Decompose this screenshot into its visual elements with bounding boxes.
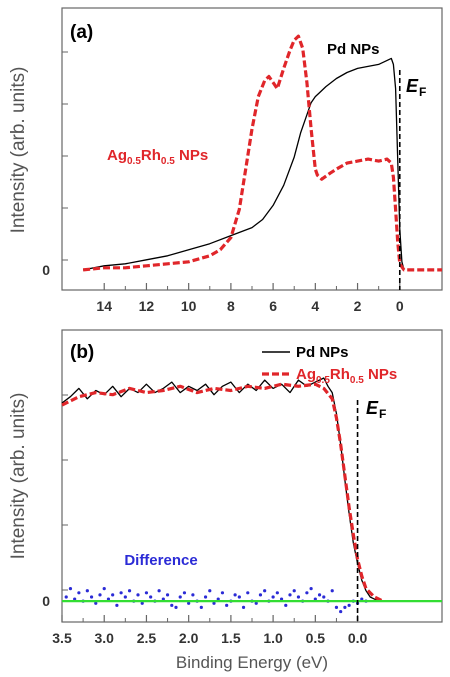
series-line-agrh — [82, 34, 442, 272]
x-tick-label: 3.0 — [94, 630, 114, 646]
difference-point — [343, 605, 347, 610]
series-label-pd: Pd NPs — [327, 41, 380, 58]
difference-point — [182, 591, 187, 595]
difference-point — [288, 593, 292, 597]
y-tick-label: 0 — [42, 593, 50, 609]
x-tick-label: 0.0 — [348, 630, 368, 646]
series-line-agrh — [61, 382, 384, 603]
fermi-level-label: EF — [366, 398, 386, 421]
panel-label: (b) — [70, 342, 94, 363]
difference-point — [237, 595, 241, 599]
x-tick-label: 12 — [139, 298, 155, 314]
difference-point — [339, 609, 343, 614]
difference-point — [330, 589, 334, 593]
legend-label-agrh: Ag0.5Rh0.5 NPs — [296, 366, 397, 386]
panel-a: 14 12 10 8 6 4 2 0 0 Intensity (arb. units) (a) EF P… — [8, 7, 443, 314]
difference-point — [216, 597, 220, 601]
difference-point — [174, 605, 178, 610]
difference-point — [309, 587, 313, 591]
x-tick-label: 3.5 — [52, 630, 72, 646]
x-tick-label: 6 — [269, 298, 277, 314]
legend-label-pd: Pd NPs — [296, 344, 349, 361]
difference-point — [144, 591, 149, 595]
difference-point — [246, 591, 250, 595]
difference-point — [98, 593, 102, 597]
y-axis-title: Intensity (arb. units) — [8, 393, 29, 560]
difference-point — [275, 591, 279, 595]
difference-point — [106, 597, 111, 601]
difference-point — [157, 589, 161, 593]
difference-point — [77, 591, 81, 595]
difference-point — [102, 587, 106, 591]
difference-point — [271, 595, 275, 599]
x-tick-label: 2 — [354, 298, 362, 314]
x-tick-label: 1.5 — [221, 630, 241, 646]
difference-point — [305, 591, 309, 595]
difference-point — [140, 601, 144, 605]
difference-point — [347, 603, 351, 607]
difference-point — [119, 591, 123, 595]
difference-point — [322, 595, 326, 599]
x-tick-label: 0 — [396, 298, 404, 314]
series-line-pd — [82, 57, 405, 271]
y-axis-title: Intensity (arb. units) — [8, 67, 29, 234]
difference-point — [85, 589, 89, 593]
difference-point — [199, 605, 203, 610]
difference-point — [123, 595, 127, 599]
difference-point — [263, 589, 267, 593]
difference-point — [115, 603, 119, 607]
difference-point — [178, 595, 182, 599]
difference-point — [220, 591, 225, 595]
difference-point — [127, 589, 132, 593]
difference-label: Difference — [124, 552, 197, 569]
difference-point — [89, 595, 94, 599]
difference-point — [64, 595, 68, 599]
difference-point — [170, 603, 174, 607]
difference-point — [292, 589, 296, 593]
difference-point — [149, 595, 153, 599]
x-tick-label: 0.5 — [306, 630, 326, 646]
difference-point — [258, 593, 263, 597]
difference-point — [136, 593, 140, 597]
difference-point — [241, 605, 246, 610]
panel-b: 3.5 3.0 2.5 2.0 1.5 1.0 0.5 0.0 0 Intensity (arb.… — [8, 329, 443, 672]
difference-point — [360, 597, 364, 601]
x-tick-label: 10 — [181, 298, 197, 314]
difference-point — [284, 603, 288, 607]
difference-point — [279, 597, 284, 601]
difference-point — [187, 601, 191, 605]
x-tick-label: 2.0 — [179, 630, 199, 646]
x-tick-label: 8 — [227, 298, 235, 314]
difference-point — [313, 597, 317, 601]
x-tick-label: 1.0 — [263, 630, 283, 646]
difference-point — [233, 593, 237, 597]
difference-point — [191, 593, 195, 597]
difference-point — [94, 601, 98, 605]
difference-point — [161, 597, 165, 601]
difference-point — [203, 595, 208, 599]
x-tick-label: 2.5 — [137, 630, 157, 646]
y-tick-label: 0 — [42, 262, 50, 278]
difference-point — [165, 593, 170, 597]
difference-point — [208, 589, 212, 593]
panel-label: (a) — [70, 22, 93, 43]
x-tick-label: 14 — [96, 298, 112, 314]
difference-point — [68, 587, 73, 591]
difference-point — [111, 593, 115, 597]
difference-point — [73, 597, 77, 601]
series-label-agrh: Ag0.5Rh0.5 NPs — [107, 147, 208, 167]
difference-point — [225, 603, 229, 607]
x-axis-title: Binding Energy (eV) — [176, 653, 328, 672]
fermi-level-label: EF — [406, 76, 426, 99]
x-tick-label: 4 — [311, 298, 319, 314]
difference-point — [254, 601, 258, 605]
difference-point — [212, 601, 216, 605]
legend: Pd NPs Ag0.5Rh0.5 NPs — [262, 344, 397, 386]
difference-point — [317, 593, 322, 597]
difference-point — [334, 605, 339, 610]
series-line-pd — [61, 377, 392, 602]
difference-point — [296, 595, 301, 599]
